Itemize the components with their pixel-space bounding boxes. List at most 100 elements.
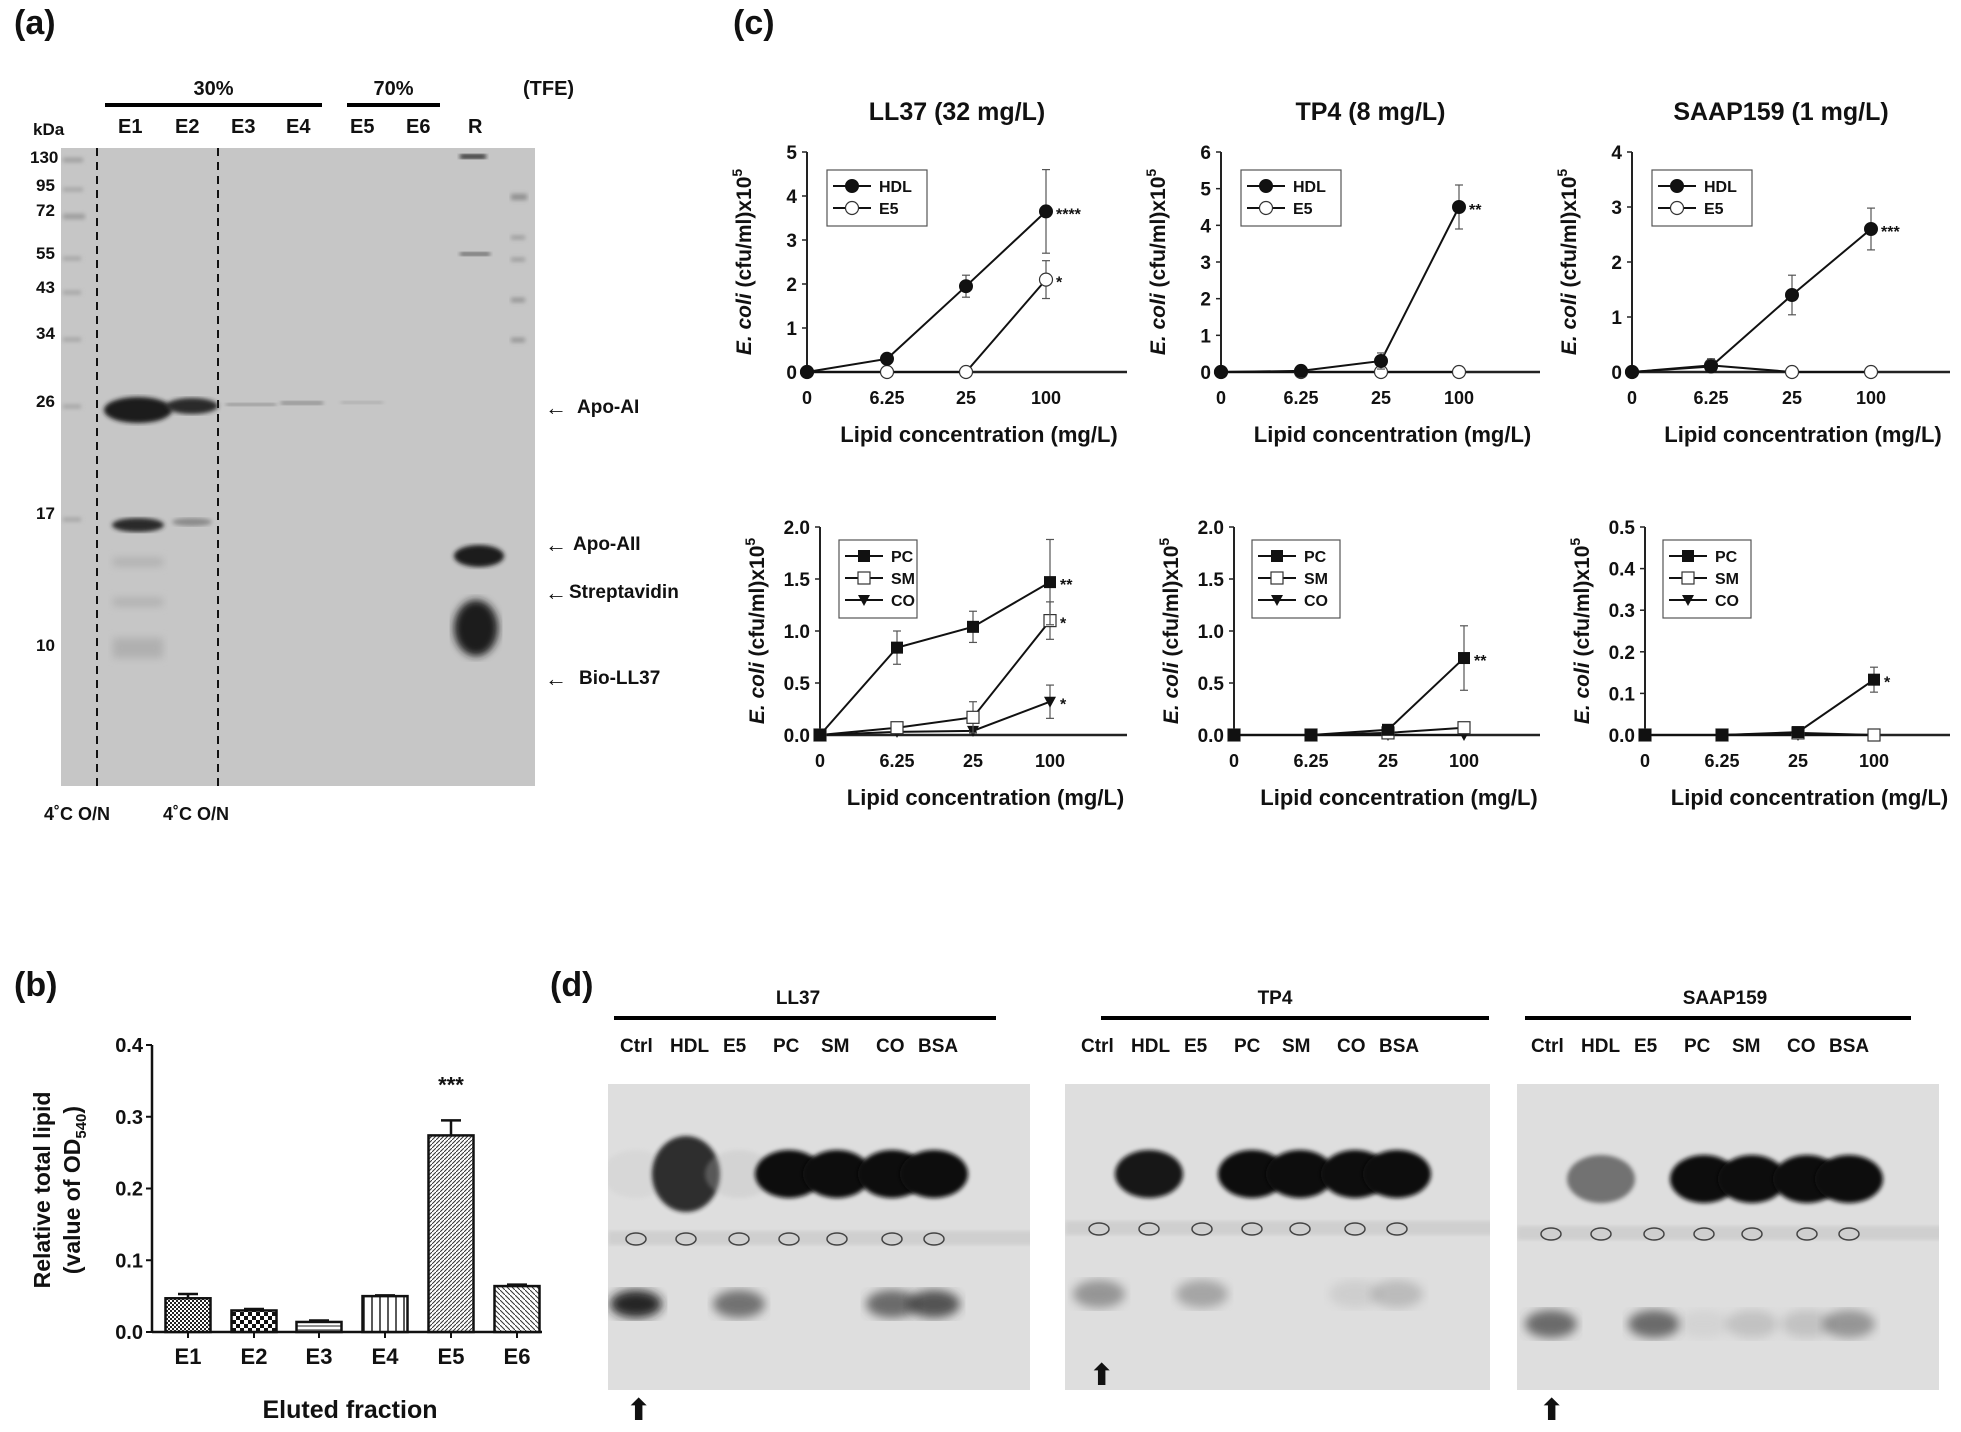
mw-10: 10 [36, 636, 55, 655]
lane-label-bsa: BSA [1379, 1036, 1420, 1057]
svg-text:25: 25 [1788, 751, 1808, 771]
svg-text:E2: E2 [241, 1344, 268, 1369]
blot-gel [1065, 1084, 1495, 1390]
sds-page-gel [61, 148, 535, 786]
svg-text:1.0: 1.0 [1198, 622, 1224, 643]
svg-text:CO: CO [891, 593, 915, 610]
lane-label-co: CO [1787, 1036, 1816, 1057]
svg-text:0.1: 0.1 [115, 1250, 143, 1272]
svg-text:25: 25 [963, 751, 983, 771]
lane-label-pc: PC [1684, 1036, 1711, 1057]
svg-text:0.0: 0.0 [1609, 726, 1635, 747]
lane-label-co: CO [1337, 1036, 1366, 1057]
mw-72: 72 [36, 201, 55, 220]
lane-label-hdl: HDL [1581, 1036, 1621, 1057]
svg-text:SM: SM [891, 571, 915, 588]
bar-E3: E3 [295, 1319, 343, 1369]
lane-E1: E1 [118, 116, 143, 138]
svg-text:100: 100 [1444, 388, 1474, 408]
blot-saap159: SAAP159 Ctrl HDL E5 PC SM CO BSA ⬆ [1515, 988, 1955, 1427]
svg-text:1.0: 1.0 [784, 622, 810, 643]
blot-title-bar [1101, 1016, 1489, 1020]
mw-17: 17 [36, 504, 55, 523]
tp4-lipids-chart: 0.0 0.5 1.0 1.5 2.0 0 6.25 25 100 Lipid concentra… [1156, 518, 1540, 810]
blot-title: LL37 [775, 988, 821, 1009]
lane-E4: E4 [286, 116, 311, 138]
svg-text:4: 4 [1200, 216, 1211, 237]
svg-text:100: 100 [1859, 751, 1889, 771]
chart-title: TP4 (8 mg/L) [1295, 98, 1445, 126]
lane-E5: E5 [350, 116, 375, 138]
annotation-streptavidin: ← Streptavidin [545, 580, 679, 605]
svg-text:5: 5 [1200, 180, 1211, 201]
svg-text:Lipid concentration (mg/L): Lipid concentration (mg/L) [840, 422, 1117, 447]
svg-text:Eluted fraction: Eluted fraction [262, 1396, 437, 1424]
series-SM: * [813, 601, 1067, 742]
svg-text:0.0: 0.0 [784, 726, 810, 747]
lane-label-sm: SM [1282, 1036, 1311, 1057]
svg-text:6.25: 6.25 [1704, 751, 1739, 771]
lipid-bar-chart: 0.0 0.1 0.2 0.3 0.4 E1 E2 E3 E4 E5 E6 *** Eluted fra… [29, 1035, 542, 1424]
svg-text:0.5: 0.5 [1198, 674, 1225, 695]
svg-text:Lipid concentration (mg/L): Lipid concentration (mg/L) [1260, 785, 1537, 810]
lane-label-e5: E5 [1634, 1036, 1658, 1057]
svg-text:0.3: 0.3 [1609, 601, 1635, 622]
svg-text:Relative total lipid: Relative total lipid [29, 1092, 55, 1289]
panel-a-gel-figure: 30% 70% (TFE) kDa E1 E2 E3 E4 E5 E6 R [0, 60, 700, 860]
svg-text:Lipid concentration (mg/L): Lipid concentration (mg/L) [1254, 422, 1531, 447]
series-PC: * [1639, 666, 1891, 741]
series-E5: * [799, 260, 1063, 380]
svg-text:1.5: 1.5 [784, 570, 811, 591]
panel-c-label: (c) [733, 4, 775, 42]
svg-text:4: 4 [786, 187, 797, 208]
svg-text:E6: E6 [504, 1344, 531, 1369]
lane-label-ctrl: Ctrl [1531, 1036, 1564, 1057]
svg-text:0: 0 [815, 751, 825, 771]
svg-text:0.5: 0.5 [1609, 518, 1636, 539]
blot-title: TP4 [1257, 988, 1293, 1009]
annotation-apo-ai: ← Apo-AI [545, 395, 640, 420]
svg-text:0.1: 0.1 [1609, 684, 1636, 705]
chart-title: LL37 (32 mg/L) [869, 98, 1045, 126]
svg-text:*: * [1884, 675, 1891, 692]
svg-text:E5: E5 [1293, 201, 1313, 218]
svg-text:PC: PC [1715, 549, 1738, 566]
svg-text:100: 100 [1035, 751, 1065, 771]
mw-95: 95 [36, 176, 55, 195]
svg-text:1: 1 [1200, 326, 1211, 347]
svg-text:0: 0 [1200, 363, 1211, 384]
svg-text:1.5: 1.5 [1198, 570, 1225, 591]
svg-text:0: 0 [1640, 751, 1650, 771]
svg-text:100: 100 [1449, 751, 1479, 771]
svg-text:5: 5 [786, 143, 797, 164]
svg-text:****: **** [1056, 206, 1082, 223]
svg-text:6.25: 6.25 [1283, 388, 1318, 408]
mw-markers: 130 95 72 55 43 34 26 17 10 [30, 0, 70, 800]
group-70-percent: 70% [347, 78, 440, 107]
bar-E5: E5 [427, 1119, 475, 1369]
incubation-note-2: 4˚C O/N [163, 804, 230, 824]
group-30-percent: 30% [105, 78, 322, 107]
band-annotations: ← Apo-AI ← Apo-AII ← Streptavidin ← Bio-… [540, 0, 740, 800]
svg-text:HDL: HDL [1704, 179, 1737, 196]
svg-text:***: *** [438, 1072, 464, 1097]
bar-E6: E6 [493, 1283, 541, 1369]
svg-text:1: 1 [786, 319, 797, 340]
kda-label: kDa [33, 120, 65, 139]
lane-label-co: CO [876, 1036, 905, 1057]
bar-E1: E1 [164, 1292, 212, 1369]
svg-text:0.5: 0.5 [784, 674, 811, 695]
blot-gel [1517, 1084, 1947, 1390]
svg-text:0.3: 0.3 [115, 1107, 143, 1129]
lane-label-e5: E5 [1184, 1036, 1208, 1057]
lane-label-hdl: HDL [1131, 1036, 1171, 1057]
blot-title-bar [614, 1016, 996, 1020]
svg-text:E. coli (cfu/ml)x105: E. coli (cfu/ml)x105 [729, 169, 756, 356]
lane-label-bsa: BSA [1829, 1036, 1870, 1057]
mw-130: 130 [30, 148, 59, 167]
svg-text:25: 25 [1378, 751, 1398, 771]
svg-text:0: 0 [1216, 388, 1226, 408]
svg-text:6.25: 6.25 [1293, 751, 1328, 771]
svg-text:***: *** [1881, 224, 1900, 241]
legend: HDL E5 [826, 169, 928, 227]
